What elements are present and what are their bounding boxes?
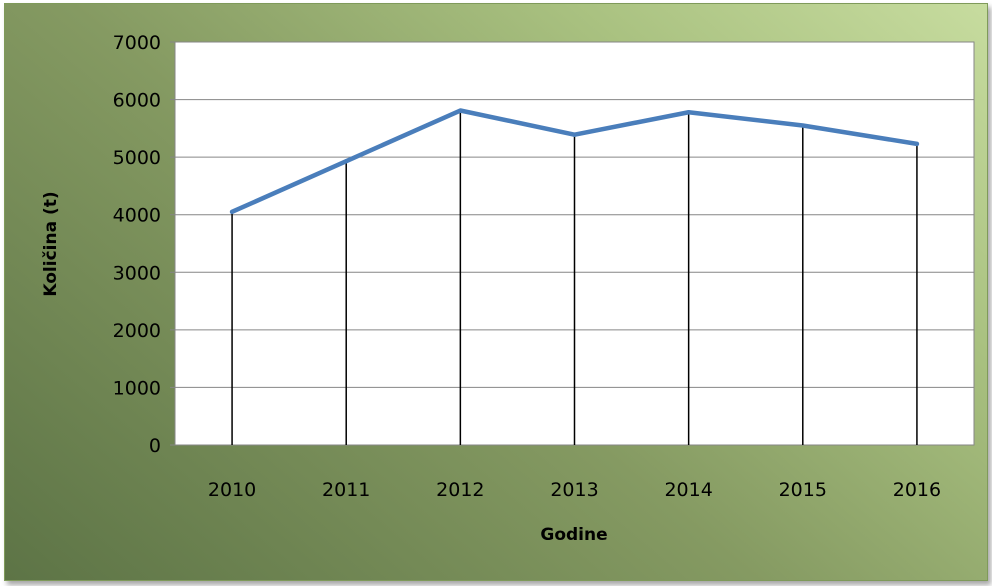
- x-tick-label-2014: 2014: [664, 479, 712, 501]
- y-tick-label-0: 0: [149, 435, 161, 457]
- drop-lines: [231, 110, 918, 445]
- x-tick-label-2010: 2010: [208, 479, 256, 501]
- x-axis-title: Godine: [540, 525, 607, 545]
- y-tick-labels: 0 1000 2000 3000 4000 5000 6000 7000: [113, 32, 161, 457]
- data-point-2010: [230, 209, 235, 214]
- data-point-2014: [686, 110, 691, 115]
- x-tick-label-2011: 2011: [322, 479, 370, 501]
- y-tick-label-4000: 4000: [113, 205, 161, 227]
- data-point-2016: [914, 141, 919, 146]
- data-point-2012: [458, 108, 463, 113]
- x-tick-label-2015: 2015: [779, 479, 827, 501]
- x-tick-label-2013: 2013: [550, 479, 598, 501]
- y-axis-title: Količina (t): [41, 191, 61, 296]
- y-tick-label-6000: 6000: [113, 90, 161, 112]
- x-tick-label-2016: 2016: [893, 479, 941, 501]
- data-point-2015: [800, 123, 805, 128]
- y-tick-label-1000: 1000: [113, 377, 161, 399]
- y-tick-label-5000: 5000: [113, 147, 161, 169]
- y-tick-label-2000: 2000: [113, 320, 161, 342]
- data-point-2013: [572, 132, 577, 137]
- x-tick-label-2012: 2012: [436, 479, 484, 501]
- series-layer: [229, 108, 920, 215]
- data-point-2011: [344, 159, 349, 164]
- y-tick-label-3000: 3000: [113, 262, 161, 284]
- y-tick-label-7000: 7000: [113, 32, 161, 54]
- x-tick-labels: 2010 2011 2012 2013 2014 2015 2016: [208, 479, 941, 501]
